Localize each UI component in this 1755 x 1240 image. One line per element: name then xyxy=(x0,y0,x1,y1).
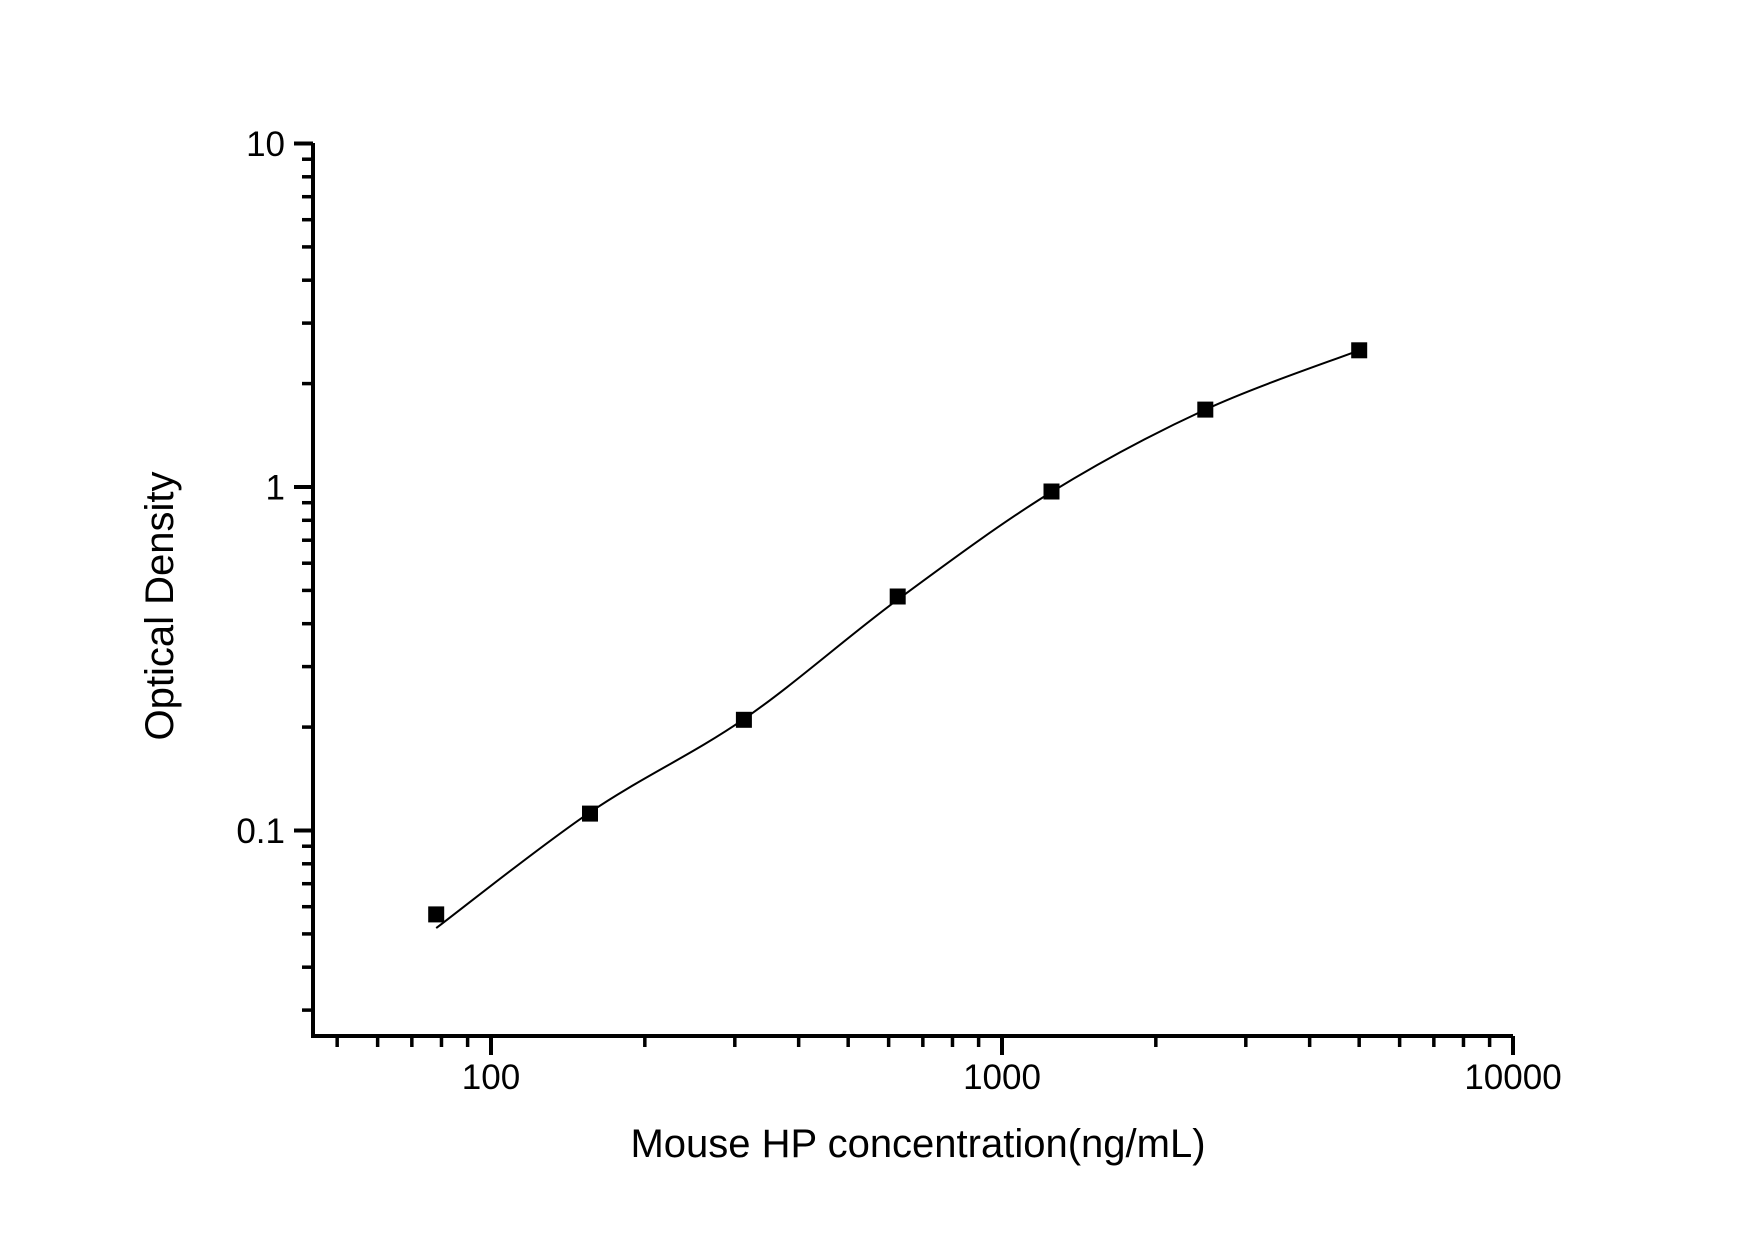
y-tick-label: 10 xyxy=(246,125,285,164)
y-tick-label: 1 xyxy=(266,469,285,508)
data-point-marker xyxy=(582,805,598,822)
x-axis-title: Mouse HP concentration(ng/mL) xyxy=(630,1122,1205,1166)
y-axis-title: Optical Density xyxy=(138,472,182,741)
data-point-marker xyxy=(428,906,445,923)
x-tick-label: 10000 xyxy=(1464,1058,1561,1097)
data-point-marker xyxy=(1351,342,1368,359)
axes: 100 1000 10000 10 1 0.1 xyxy=(236,125,1561,1097)
data-point-marker xyxy=(1043,483,1060,500)
curve-line xyxy=(435,349,1360,929)
data-points xyxy=(428,342,1368,923)
data-point-marker xyxy=(1197,401,1214,418)
data-point-marker xyxy=(889,588,906,605)
data-point-marker xyxy=(735,711,752,728)
fit-curve xyxy=(435,349,1360,929)
x-tick-label: 100 xyxy=(462,1058,520,1097)
y-tick-label: 0.1 xyxy=(236,812,285,851)
x-tick-label: 1000 xyxy=(963,1058,1041,1097)
axis-spines xyxy=(311,143,1513,1038)
